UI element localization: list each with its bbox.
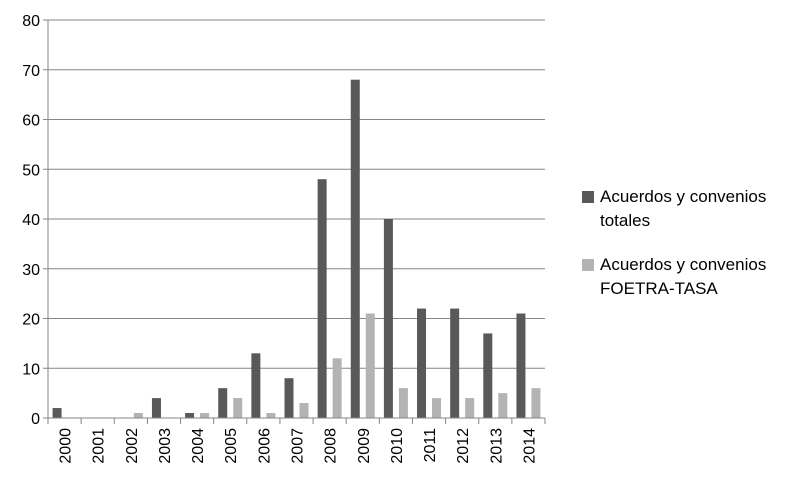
x-tick-label: 2004 [190, 428, 207, 464]
bar [299, 403, 309, 418]
legend-item-foetra-tasa: Acuerdos y convenios FOETRA-TASA [582, 253, 804, 301]
bar [383, 219, 393, 418]
legend: Acuerdos y convenios totales Acuerdos y … [582, 185, 804, 321]
y-tick-label: 30 [22, 262, 40, 279]
y-tick-label: 60 [22, 113, 40, 130]
y-axis: 0 10 20 30 40 50 60 70 80 [22, 13, 49, 428]
bar [233, 398, 243, 418]
bar [450, 308, 460, 418]
bar [350, 79, 360, 418]
bar [200, 413, 210, 418]
y-tick-label: 40 [22, 212, 40, 229]
bar [432, 398, 442, 418]
bar [483, 333, 493, 418]
y-tick-label: 70 [22, 63, 40, 80]
x-tick-label: 2010 [389, 428, 406, 464]
bar [266, 413, 276, 418]
bar [317, 179, 327, 418]
y-tick-label: 50 [22, 162, 40, 179]
bar [465, 398, 475, 418]
x-tick-label: 2009 [356, 428, 373, 464]
x-tick-label: 2011 [422, 428, 439, 463]
x-tick-label: 2008 [323, 428, 340, 464]
bar [185, 413, 195, 418]
x-tick-label: 2014 [521, 428, 538, 464]
legend-swatch-totales [582, 191, 594, 203]
bar [251, 353, 261, 418]
x-tick-label: 2013 [488, 428, 505, 464]
x-tick-label: 2012 [455, 428, 472, 464]
x-tick-label: 2002 [124, 428, 141, 464]
y-tick-label: 10 [22, 361, 40, 378]
x-tick-label: 2006 [256, 428, 273, 464]
bar [516, 313, 526, 418]
bar [218, 388, 228, 418]
y-tick-label: 20 [22, 312, 40, 329]
gridlines [48, 19, 545, 369]
y-tick-label: 0 [31, 411, 40, 428]
bar [284, 378, 294, 418]
bar [365, 313, 375, 418]
x-tick-label: 2007 [290, 428, 307, 464]
x-tick-label: 2005 [223, 428, 240, 464]
bar [417, 308, 427, 418]
x-tick-label: 2000 [58, 428, 75, 464]
y-tick-label: 80 [22, 13, 40, 30]
bars [52, 79, 541, 418]
bar [498, 393, 508, 418]
legend-label-foetra-tasa: Acuerdos y convenios FOETRA-TASA [600, 255, 767, 298]
bar [398, 388, 408, 418]
bar [133, 413, 143, 418]
x-tick-label: 2001 [91, 428, 108, 464]
bar [332, 358, 342, 418]
legend-label-totales: Acuerdos y convenios totales [600, 187, 767, 230]
legend-item-totales: Acuerdos y convenios totales [582, 185, 804, 233]
legend-swatch-foetra-tasa [582, 259, 594, 271]
bar [151, 398, 161, 418]
x-tick-label: 2003 [157, 428, 174, 464]
bar [531, 388, 541, 418]
x-axis: 2000 2001 2002 2003 2004 2005 2006 2007 2008 2009… [47, 417, 546, 464]
bar [52, 408, 62, 418]
